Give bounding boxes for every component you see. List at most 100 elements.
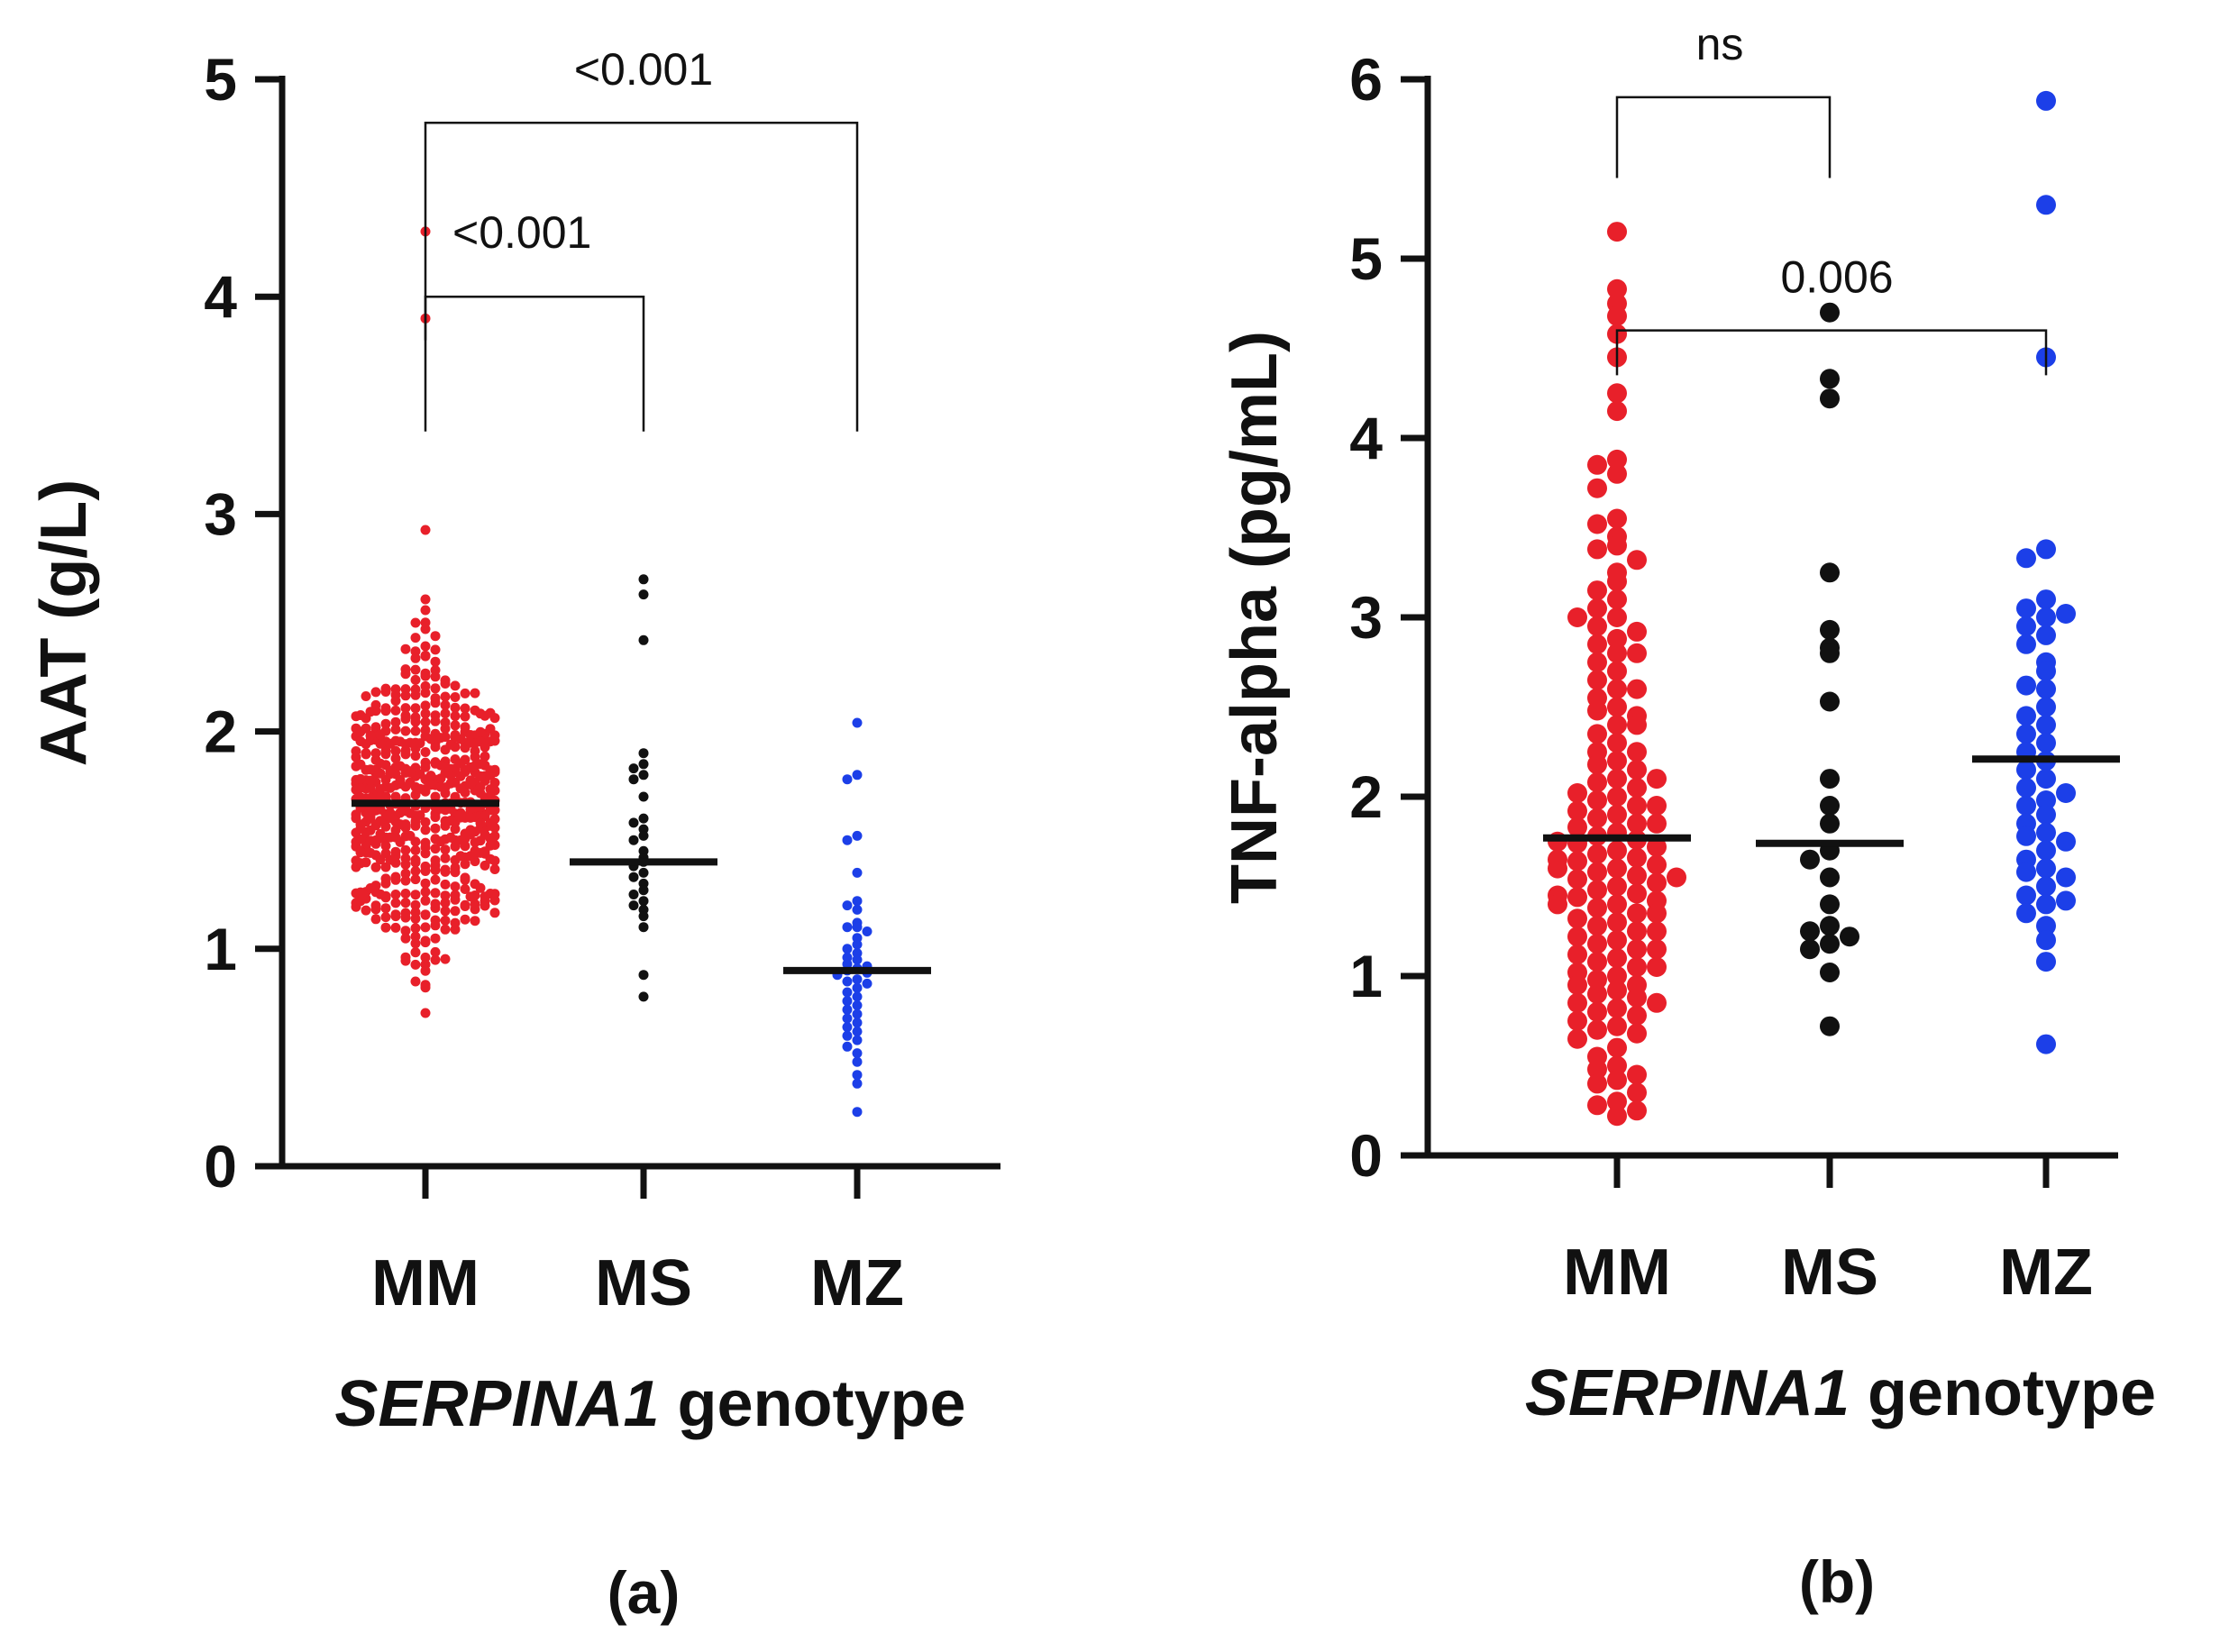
data-point bbox=[475, 835, 486, 846]
data-point bbox=[2036, 840, 2056, 861]
data-point bbox=[1627, 847, 1647, 868]
data-point bbox=[1627, 679, 1647, 699]
data-point bbox=[1820, 369, 1840, 389]
data-point bbox=[455, 851, 466, 862]
data-point bbox=[450, 890, 461, 900]
data-point bbox=[380, 718, 391, 729]
data-point bbox=[385, 854, 396, 865]
data-point bbox=[1820, 619, 1840, 640]
data-point bbox=[465, 730, 476, 740]
data-point bbox=[420, 716, 431, 727]
data-point bbox=[465, 762, 476, 772]
data-point bbox=[455, 812, 466, 823]
data-point bbox=[380, 862, 391, 872]
data-point bbox=[410, 684, 421, 695]
data-point bbox=[460, 899, 470, 910]
data-point bbox=[420, 922, 431, 933]
data-point bbox=[400, 853, 411, 863]
data-point bbox=[1647, 769, 1667, 789]
data-point bbox=[420, 878, 431, 889]
data-point bbox=[1567, 783, 1587, 803]
data-point bbox=[400, 898, 411, 908]
data-point bbox=[1607, 1106, 1627, 1127]
data-point bbox=[400, 684, 411, 695]
x-axis-title-italic: SERPINA1 bbox=[1525, 1357, 1850, 1429]
data-point bbox=[1627, 987, 1647, 1008]
data-point bbox=[365, 764, 376, 775]
data-point bbox=[400, 926, 411, 936]
data-point bbox=[390, 684, 401, 695]
data-point bbox=[465, 737, 476, 748]
data-point bbox=[410, 751, 421, 762]
data-point bbox=[2016, 760, 2036, 780]
data-point bbox=[365, 707, 376, 717]
data-point bbox=[370, 862, 381, 872]
data-point bbox=[440, 898, 451, 908]
p-value-label: <0.001 bbox=[452, 207, 591, 258]
data-point bbox=[455, 783, 466, 794]
data-point bbox=[638, 911, 649, 922]
data-point bbox=[475, 726, 486, 737]
data-point bbox=[390, 922, 401, 933]
data-point bbox=[852, 1009, 863, 1019]
data-point bbox=[400, 714, 411, 725]
data-point bbox=[380, 912, 391, 923]
data-point bbox=[385, 769, 396, 780]
data-point bbox=[440, 890, 451, 901]
y-tick-label: 5 bbox=[1349, 225, 1383, 292]
data-point bbox=[450, 906, 461, 917]
data-point bbox=[410, 874, 421, 885]
data-point bbox=[410, 890, 421, 900]
data-point bbox=[375, 889, 386, 899]
x-category-label: MZ bbox=[810, 1247, 904, 1319]
data-point bbox=[365, 825, 376, 835]
data-point bbox=[1820, 691, 1840, 712]
data-point bbox=[420, 937, 431, 948]
data-point bbox=[410, 653, 421, 663]
data-point bbox=[638, 885, 649, 896]
data-point bbox=[365, 783, 376, 794]
data-point bbox=[1587, 454, 1607, 475]
data-point bbox=[1607, 858, 1627, 879]
data-point bbox=[465, 804, 476, 815]
data-point bbox=[400, 745, 411, 756]
data-point bbox=[375, 828, 386, 839]
data-point bbox=[1627, 1064, 1647, 1085]
data-point bbox=[1567, 926, 1587, 947]
data-point bbox=[1567, 887, 1587, 908]
data-point bbox=[852, 1000, 863, 1010]
panel-label: (b) bbox=[1799, 1548, 1875, 1615]
data-point bbox=[420, 641, 431, 652]
y-axis-title: TNF-alpha (pg/mL) bbox=[1219, 331, 1291, 904]
data-point bbox=[1820, 1016, 1840, 1036]
data-point bbox=[380, 903, 391, 914]
data-point bbox=[430, 874, 441, 885]
p-value-label: 0.006 bbox=[1780, 252, 1893, 303]
data-point bbox=[405, 767, 416, 778]
data-point bbox=[430, 671, 441, 682]
data-point bbox=[1587, 652, 1607, 672]
data-point bbox=[2016, 778, 2036, 799]
data-point bbox=[440, 866, 451, 877]
data-point bbox=[1607, 948, 1627, 969]
data-point bbox=[489, 895, 500, 906]
data-point bbox=[420, 605, 431, 616]
data-point bbox=[852, 1027, 863, 1036]
x-category-label: MM bbox=[1563, 1237, 1671, 1309]
y-tick-label: 1 bbox=[204, 916, 237, 982]
data-point bbox=[395, 774, 406, 785]
data-point bbox=[460, 872, 470, 883]
data-point bbox=[465, 825, 476, 835]
data-point bbox=[1567, 1028, 1587, 1049]
data-point bbox=[2016, 616, 2036, 636]
data-point bbox=[1647, 939, 1667, 960]
significance-bracket bbox=[424, 295, 645, 432]
data-point bbox=[420, 861, 431, 872]
data-point bbox=[440, 691, 451, 702]
data-point bbox=[355, 759, 366, 770]
data-point bbox=[1820, 388, 1840, 409]
data-point bbox=[628, 835, 639, 845]
data-point bbox=[1587, 670, 1607, 690]
data-point bbox=[2056, 867, 2076, 888]
data-point bbox=[638, 589, 649, 600]
